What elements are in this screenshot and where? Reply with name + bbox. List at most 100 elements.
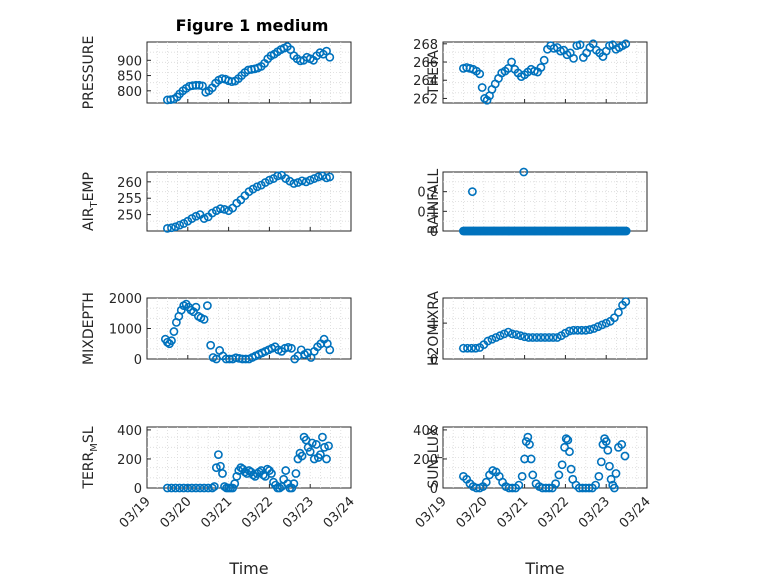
data-point bbox=[569, 53, 578, 63]
data-point bbox=[209, 482, 219, 491]
data-point bbox=[194, 80, 204, 90]
data-point bbox=[189, 307, 198, 317]
data-point bbox=[519, 167, 529, 177]
data-point bbox=[305, 175, 315, 185]
y-tick-label: 266 bbox=[413, 56, 438, 71]
data-point bbox=[311, 440, 321, 449]
data-point bbox=[281, 466, 291, 475]
data-point bbox=[539, 55, 549, 65]
data-point bbox=[313, 172, 323, 182]
data-point bbox=[289, 179, 299, 188]
y-axis-label: AIRTEMP bbox=[81, 172, 100, 231]
data-point bbox=[614, 307, 623, 317]
data-point bbox=[324, 441, 333, 451]
data-point bbox=[621, 39, 631, 49]
data-point bbox=[585, 325, 595, 334]
data-point bbox=[566, 464, 576, 474]
data-point bbox=[191, 302, 201, 312]
data-point bbox=[516, 331, 525, 341]
data-point bbox=[569, 325, 578, 335]
data-point bbox=[213, 450, 223, 459]
y-axis-label: MIXDEPTH bbox=[81, 292, 97, 365]
data-point bbox=[318, 432, 327, 442]
data-point bbox=[169, 327, 179, 336]
y-tick-label: 0.2 bbox=[417, 186, 438, 201]
data-point bbox=[275, 483, 284, 493]
x-tick-label: 03/20 bbox=[158, 494, 195, 531]
data-point bbox=[287, 483, 297, 493]
y-tick-label: 0 bbox=[430, 482, 438, 497]
data-point bbox=[551, 479, 561, 489]
data-point bbox=[524, 333, 534, 342]
y-axis-label: TERRMSL bbox=[81, 426, 100, 489]
subplot-mixdepth: 0 1000 2000 MIXDEPTH bbox=[81, 292, 352, 368]
data-point bbox=[594, 471, 604, 481]
data-point bbox=[264, 175, 274, 185]
data-point bbox=[621, 226, 631, 236]
data-point bbox=[252, 182, 262, 192]
data-point bbox=[176, 305, 186, 315]
y-axis-label: SUNFLUX bbox=[426, 426, 445, 489]
data-point bbox=[211, 463, 221, 473]
y-tick-label: 0.1 bbox=[417, 205, 438, 220]
y-axis-label: PRESSURE bbox=[81, 36, 97, 110]
data-point bbox=[611, 469, 621, 478]
data-point bbox=[621, 297, 631, 306]
data-point bbox=[187, 483, 197, 493]
y-tick-label: 850 bbox=[117, 70, 142, 85]
data-point bbox=[273, 171, 282, 181]
data-point bbox=[503, 327, 513, 337]
x-tick-label: 03/24 bbox=[617, 494, 654, 531]
data-point bbox=[293, 178, 303, 187]
data-point bbox=[167, 483, 176, 493]
data-point bbox=[171, 222, 180, 232]
data-point bbox=[291, 469, 301, 478]
data-point bbox=[528, 333, 538, 342]
data-point bbox=[499, 329, 509, 339]
data-point bbox=[220, 482, 229, 491]
x-tick-label: 03/19 bbox=[413, 494, 450, 531]
y-tick-label: 0 bbox=[134, 353, 142, 368]
data-point bbox=[561, 434, 571, 444]
y-tick-label: 0 bbox=[134, 482, 142, 497]
data-point bbox=[536, 63, 546, 72]
data-point bbox=[482, 95, 492, 105]
data-point bbox=[191, 211, 201, 221]
x-tick-label: 03/22 bbox=[535, 494, 572, 531]
data-point bbox=[315, 450, 325, 459]
data-point bbox=[601, 437, 611, 446]
data-point bbox=[565, 326, 574, 336]
data-point bbox=[191, 483, 201, 493]
data-point bbox=[240, 467, 250, 477]
y-tick-label: 262 bbox=[413, 92, 438, 107]
data-point bbox=[525, 440, 534, 449]
data-point bbox=[606, 474, 616, 484]
data-point bbox=[162, 337, 172, 347]
data-point bbox=[609, 313, 619, 323]
y-tick-label: 260 bbox=[117, 176, 142, 191]
data-point bbox=[565, 447, 574, 457]
data-point bbox=[487, 334, 497, 344]
data-point bbox=[507, 329, 517, 339]
data-point bbox=[258, 470, 268, 480]
y-tick-label: 264 bbox=[413, 74, 438, 89]
data-point bbox=[171, 483, 180, 493]
y-tick-label: 268 bbox=[413, 38, 438, 53]
y-tick-label: 200 bbox=[413, 453, 438, 468]
data-point bbox=[167, 223, 176, 233]
data-point bbox=[605, 461, 614, 471]
data-point bbox=[179, 483, 189, 493]
data-point bbox=[220, 204, 229, 214]
y-tick-label: 1 bbox=[430, 317, 438, 332]
data-point bbox=[175, 220, 185, 230]
data-point bbox=[589, 324, 599, 333]
figure-title: Figure 1 medium bbox=[176, 16, 329, 35]
data-point bbox=[202, 301, 212, 311]
data-point bbox=[467, 187, 477, 197]
data-point bbox=[540, 333, 550, 342]
data-point bbox=[218, 469, 227, 478]
